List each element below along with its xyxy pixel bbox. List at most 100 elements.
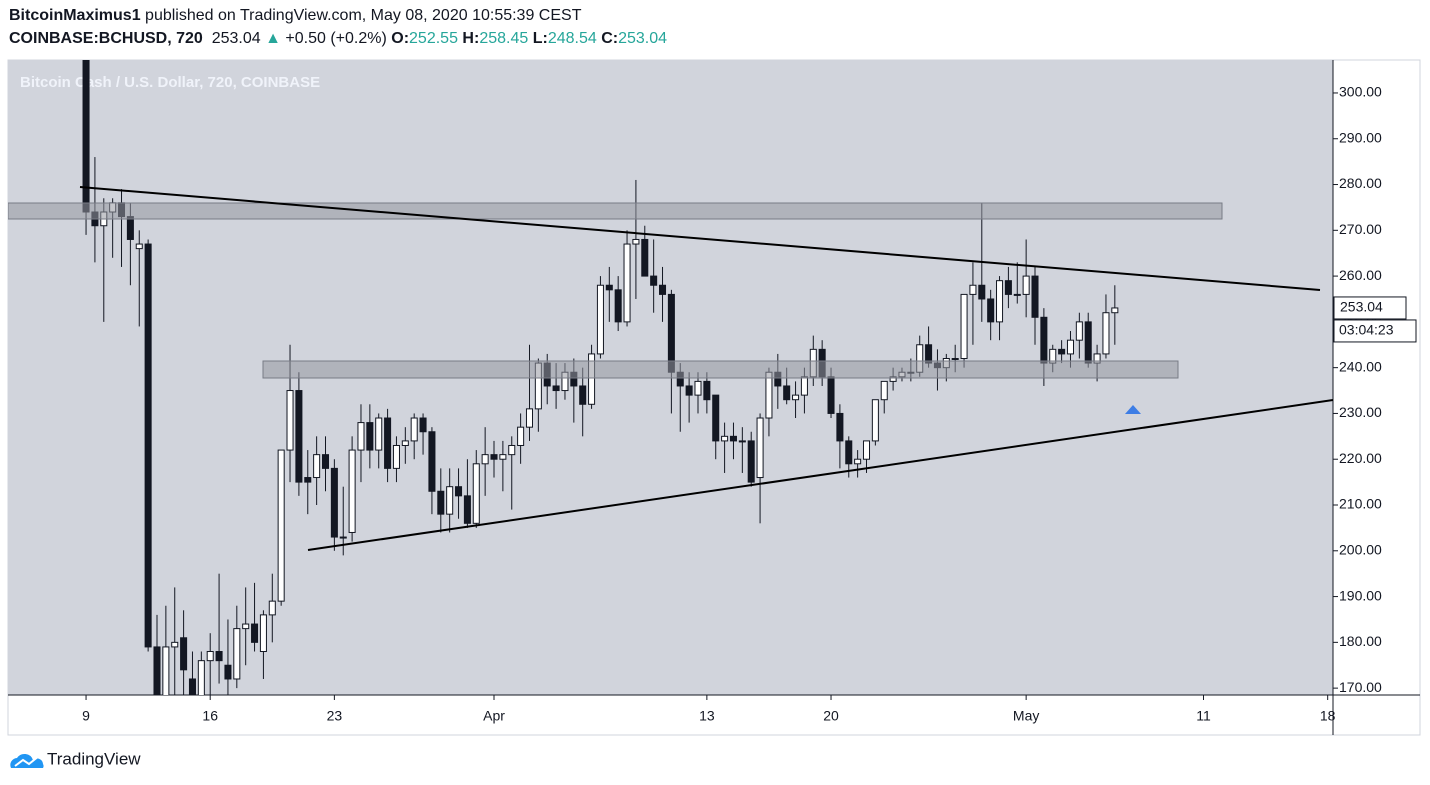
x-tick-label: Apr	[483, 708, 505, 724]
marker	[1125, 405, 1141, 414]
candle-body	[525, 408, 534, 428]
candle-body	[446, 486, 454, 515]
ohlc-value: 253.04	[618, 30, 668, 47]
y-tick-label: 200.00	[1339, 541, 1382, 557]
candle-body	[242, 623, 250, 630]
ohlc-value: 252.55	[409, 30, 458, 47]
ohlc-label: O:	[391, 30, 410, 47]
y-tick-label: 240.00	[1339, 358, 1382, 374]
candle-body	[499, 454, 507, 460]
candle-body	[410, 417, 418, 442]
last: 253.04	[211, 30, 261, 47]
trend-line	[307, 399, 1333, 551]
countdown: 03:04:23	[1339, 322, 1394, 338]
x-tick-label: 18	[1320, 708, 1336, 724]
candle-body	[490, 454, 498, 460]
candle-body	[623, 243, 631, 323]
candle-body	[996, 280, 1004, 323]
candle-body	[650, 275, 658, 286]
candle-body	[969, 284, 977, 295]
candle-body	[800, 376, 808, 396]
candle-body	[765, 371, 773, 419]
candle-body	[552, 385, 560, 392]
candle-body	[1013, 293, 1021, 296]
candle-body	[756, 417, 764, 479]
candle-body	[694, 380, 702, 396]
header-line: COINBASE:BCHUSD, 720 253.04 ▲ +0.50 (+0.…	[9, 30, 667, 48]
footer-brand: TradingView	[47, 749, 141, 768]
candle-body	[845, 440, 853, 465]
support-zone	[262, 360, 1179, 379]
y-tick-label: 270.00	[1339, 221, 1382, 237]
candle-body	[703, 380, 711, 401]
symbol: COINBASE:BCHUSD, 720	[9, 30, 203, 47]
candle-body	[588, 353, 596, 405]
y-tick-label: 170.00	[1339, 679, 1382, 695]
candle-body	[729, 435, 737, 442]
candle-body	[1022, 275, 1030, 295]
y-tick-label: 280.00	[1339, 175, 1382, 191]
logo	[10, 753, 44, 768]
candle-body	[153, 646, 161, 695]
candle-body	[836, 412, 844, 442]
candle-body	[392, 444, 400, 469]
candle-body	[481, 454, 489, 465]
candle-body	[339, 536, 347, 539]
candle-body	[259, 614, 267, 653]
candle-body	[162, 646, 170, 695]
candle-body	[251, 623, 259, 643]
ohlc-label: H:	[462, 30, 480, 47]
candle-body	[313, 454, 321, 479]
candle-body	[925, 344, 933, 364]
last-price-box	[1333, 296, 1407, 320]
ohlc-label: L:	[532, 30, 548, 47]
candle-body	[862, 440, 871, 460]
candle-body	[987, 298, 995, 323]
candle-body	[375, 417, 383, 451]
candle-body	[1084, 321, 1092, 364]
candle-body	[614, 289, 622, 323]
candle-body	[960, 293, 968, 360]
candle-body	[357, 422, 365, 451]
candle-body	[1075, 321, 1083, 341]
countdown-box	[1333, 319, 1417, 343]
y-tick-label: 190.00	[1339, 587, 1382, 603]
candle-body	[747, 440, 755, 483]
candle-body	[224, 664, 232, 680]
x-tick-label: 20	[823, 708, 839, 724]
candle-body	[951, 358, 959, 361]
candle-body	[233, 628, 241, 680]
chart-title: Bitcoin Cash / U.S. Dollar, 720, COINBAS…	[20, 74, 320, 91]
candle-body	[463, 495, 471, 524]
candle-body	[437, 490, 445, 515]
y-tick-label: 230.00	[1339, 404, 1382, 420]
candle-body	[419, 417, 427, 433]
candle-body	[188, 678, 196, 695]
candle-body	[206, 651, 214, 662]
candle-body	[1031, 275, 1039, 318]
header-line: BitcoinMaximus1 published on TradingView…	[9, 7, 581, 25]
x-tick-label: 13	[699, 708, 715, 724]
candle-body	[135, 243, 143, 250]
candle-body	[1040, 316, 1048, 364]
candle-body	[659, 284, 667, 295]
x-tick-label: 23	[327, 708, 343, 724]
ohlc-value: 248.54	[547, 30, 597, 47]
candle-body	[792, 394, 800, 401]
candle-body	[685, 385, 693, 396]
last-price-label: 253.04	[1340, 299, 1383, 315]
y-tick-label: 180.00	[1339, 633, 1382, 649]
candle-body	[215, 651, 223, 662]
candle-body	[721, 435, 729, 442]
candle-body	[1111, 307, 1119, 314]
drawings	[8, 186, 1333, 551]
candle-body	[641, 238, 649, 277]
candle-body	[783, 385, 791, 401]
candle-body	[1102, 312, 1110, 355]
candle-body	[330, 467, 338, 538]
candle-body	[1066, 339, 1074, 355]
candle-body	[712, 394, 720, 442]
candle-body	[880, 380, 888, 401]
